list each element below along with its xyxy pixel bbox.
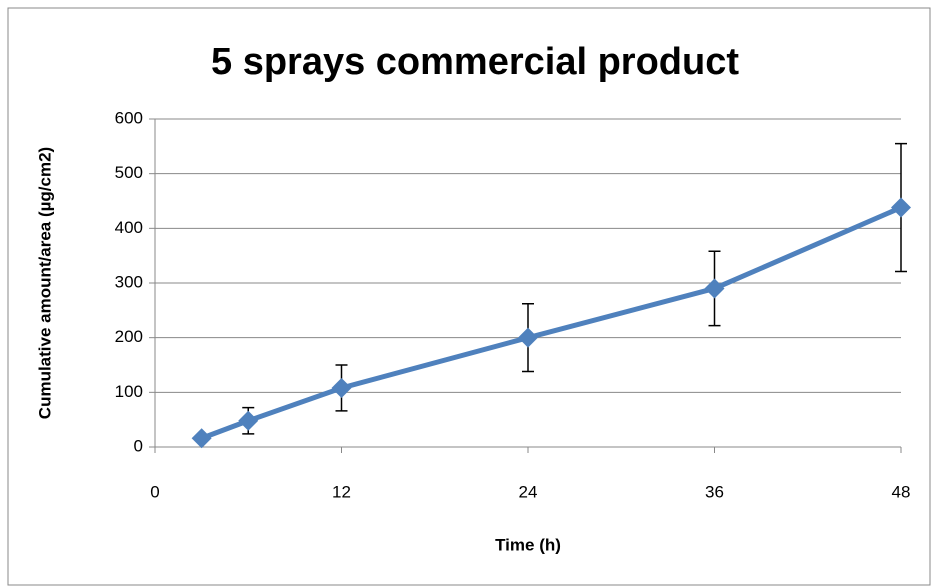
x-tick-label: 24	[519, 482, 538, 501]
y-axis-title: Cumulative amount/area (µg/cm2)	[35, 147, 54, 419]
data-point	[891, 197, 911, 218]
data-point	[191, 428, 212, 449]
x-tick-label: 48	[892, 482, 911, 501]
x-tick-label: 0	[150, 482, 159, 501]
y-tick-label: 400	[115, 218, 143, 237]
y-tick-label: 500	[115, 163, 143, 182]
chart-title: 5 sprays commercial product	[211, 41, 739, 83]
chart-frame	[7, 7, 931, 586]
data-point	[704, 278, 725, 299]
x-tick-label: 12	[332, 482, 351, 501]
data-line	[200, 205, 902, 441]
y-tick-label: 0	[134, 436, 143, 455]
y-tick-label: 300	[115, 272, 143, 291]
y-tick-label: 200	[115, 327, 143, 346]
x-tick-label: 36	[705, 482, 724, 501]
y-tick-label: 600	[115, 108, 143, 127]
x-axis-title: Time (h)	[495, 535, 561, 554]
y-tick-label: 100	[115, 382, 143, 401]
data-point	[518, 327, 538, 348]
data-point	[238, 410, 259, 431]
data-point	[331, 377, 352, 398]
